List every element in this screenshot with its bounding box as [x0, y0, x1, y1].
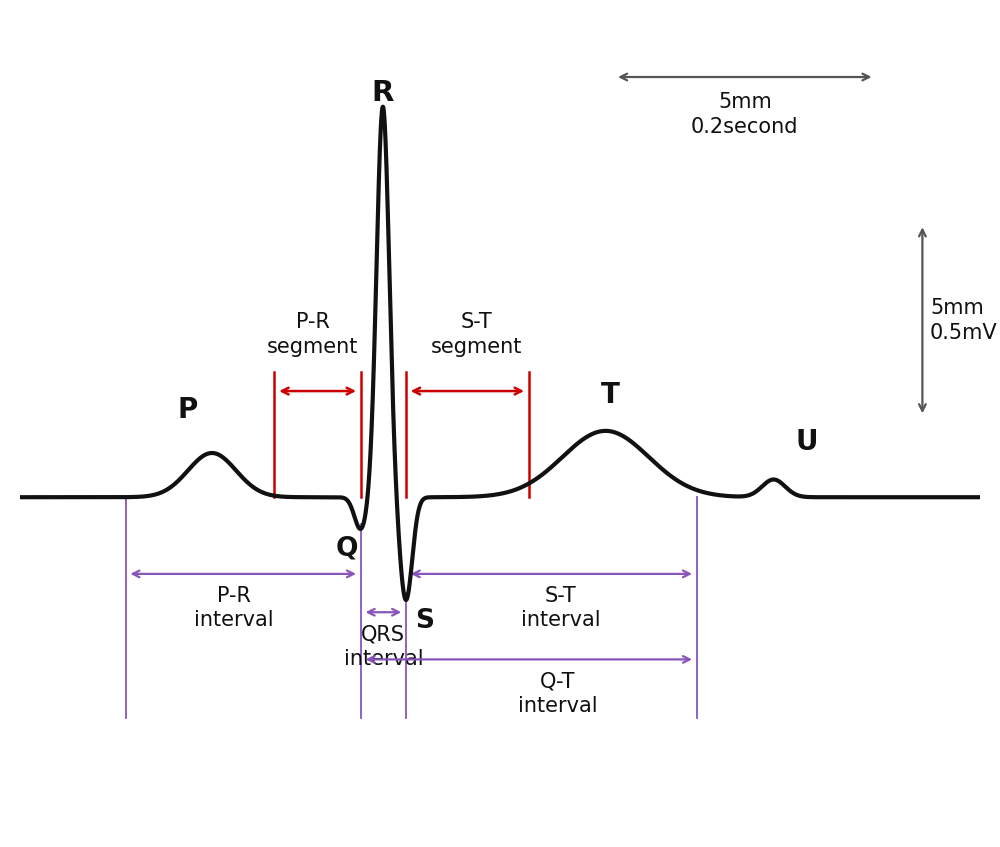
Text: P-R
segment: P-R segment [267, 313, 358, 357]
Text: U: U [796, 428, 818, 456]
Text: T: T [601, 381, 620, 409]
Text: S-T
interval: S-T interval [521, 585, 601, 630]
Text: S-T
segment: S-T segment [431, 313, 523, 357]
Text: QRS
interval: QRS interval [344, 624, 423, 669]
Text: P-R
interval: P-R interval [194, 585, 273, 630]
Text: Q: Q [335, 535, 358, 562]
Text: P: P [178, 396, 198, 424]
Text: R: R [372, 79, 394, 107]
Text: 5mm
0.5mV: 5mm 0.5mV [930, 298, 998, 343]
Text: Q-T
interval: Q-T interval [518, 671, 597, 716]
Text: S: S [416, 608, 435, 634]
Text: 5mm
0.2second: 5mm 0.2second [691, 91, 799, 136]
